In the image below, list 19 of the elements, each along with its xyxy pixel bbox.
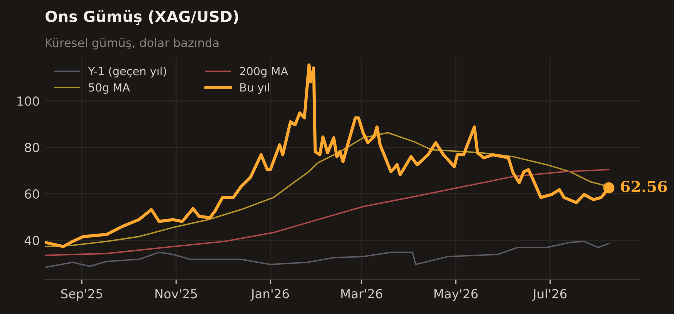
y-tick-label: 40 xyxy=(24,236,40,246)
y-tick-label: 100 xyxy=(18,96,40,106)
legend-label: Y-1 (geçen yıl) xyxy=(88,67,166,78)
chart-title: Ons Gümüş (XAG/USD) xyxy=(46,10,238,26)
y-tick-label: 80 xyxy=(25,143,40,153)
line-series xyxy=(45,240,610,268)
x-tick-label: Mar'26 xyxy=(342,289,382,299)
legend-label: 200g MA xyxy=(240,67,288,78)
legend-label: Bu yıl xyxy=(240,83,270,94)
legend-label: 50g MA xyxy=(89,84,130,94)
x-tick-label: May'26 xyxy=(434,289,478,302)
chart-subtitle: Küresel gümüş, dolar bazında xyxy=(46,38,219,50)
x-tick-label: Nov'25 xyxy=(156,289,198,299)
x-tick-label: Sep'25 xyxy=(61,289,102,302)
x-tick-label: Jul'26 xyxy=(532,289,567,302)
annotation: 62.56 xyxy=(621,180,668,193)
x-tick-label: Jan'26 xyxy=(250,289,290,302)
line-series xyxy=(45,169,610,256)
y-tick-label: 60 xyxy=(25,190,40,199)
